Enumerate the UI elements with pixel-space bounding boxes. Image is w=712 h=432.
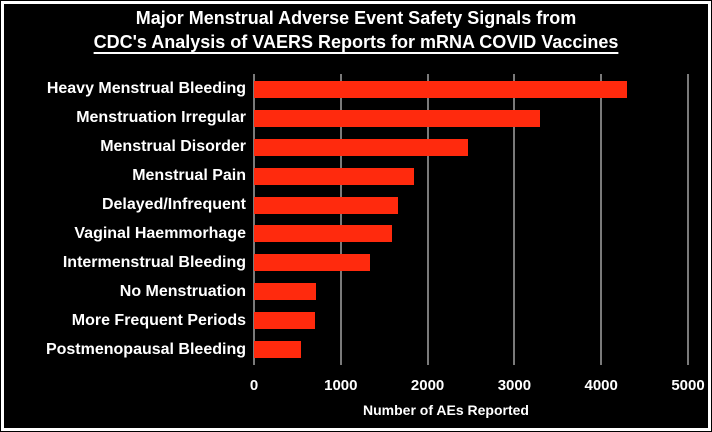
bar [254,254,371,272]
gridline [687,74,689,365]
category-label: Vaginal Haemmorhage [74,224,246,242]
x-tick-label: 0 [249,377,259,394]
bar [254,109,541,127]
gridlines [253,74,689,365]
bar [254,138,469,156]
x-tick-label: 5000 [671,377,705,394]
category-label: Delayed/Infrequent [101,196,246,214]
bar-track [254,306,688,335]
category-label: Menstrual Pain [132,167,246,185]
category-label: No Menstruation [119,282,246,300]
x-tick-label: 1000 [324,377,358,394]
chart-title-line1: Major Menstrual Adverse Event Safety Sig… [135,8,577,28]
bar-row: Intermenstrual Bleeding [8,248,688,277]
bar-track [254,220,688,249]
x-axis-title: Number of AEs Reported [363,402,529,418]
bar-track [254,133,688,162]
bar-track [254,191,688,220]
gridline [253,74,255,365]
x-tick-label: 4000 [584,377,618,394]
gridline [600,74,603,365]
category-label: Heavy Menstrual Bleeding [46,80,246,98]
bar-row: Postmenopausal Bleeding [8,335,688,364]
bar [254,80,628,98]
category-label: Intermenstrual Bleeding [62,253,246,271]
bar-track [254,162,688,191]
x-tick-label: 2000 [410,377,445,394]
bar-track [254,75,688,104]
bar-row: Menstrual Pain [8,162,688,191]
bar-track [254,104,688,133]
bar-track [254,277,688,306]
bar [254,167,414,185]
bar-row: Delayed/Infrequent [8,191,688,220]
bar-row: Heavy Menstrual Bleeding [8,75,688,104]
category-label: More Frequent Periods [71,311,246,329]
bar-row: Vaginal Haemmorhage [8,220,688,249]
gridline [513,74,516,365]
bar-track [254,248,688,277]
chart-title-line2: CDC's Analysis of VAERS Reports for mRNA… [93,32,619,52]
bar-row: More Frequent Periods [8,306,688,335]
bar-row: No Menstruation [8,277,688,306]
chart-title: Major Menstrual Adverse Event Safety Sig… [0,6,712,54]
bar-rows: Heavy Menstrual Bleeding Menstruation Irr… [8,75,688,364]
bar-row: Menstruation Irregular [8,104,688,133]
category-label: Postmenopausal Bleeding [45,340,246,358]
category-label: Menstruation Irregular [76,109,246,127]
bar [254,196,399,214]
category-label: Menstrual Disorder [100,138,246,156]
bar-row: Menstrual Disorder [8,133,688,162]
bar [254,283,317,301]
x-tick-label: 3000 [497,377,532,394]
bar [254,225,392,243]
gridline [339,74,342,365]
bar [254,312,315,330]
gridline [426,74,429,365]
bar [254,341,301,359]
bar-track [254,335,688,364]
